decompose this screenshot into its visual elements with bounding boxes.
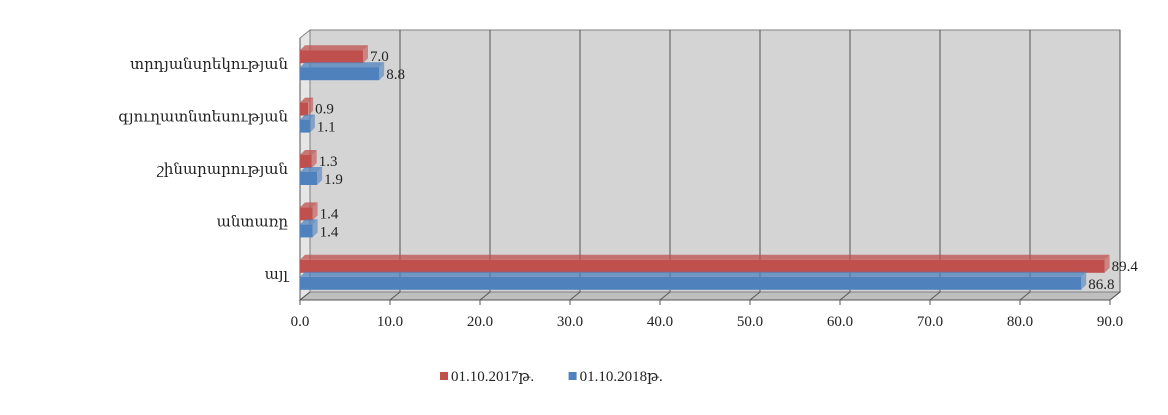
data-label-2017: 1.3 xyxy=(319,154,338,170)
legend-label-0: 01.10.2017թ. xyxy=(451,369,534,385)
bar-2018-top xyxy=(300,219,318,225)
bar-2017-top xyxy=(300,202,318,208)
bar-2017 xyxy=(300,259,1105,273)
bar-2018-top xyxy=(300,271,1087,277)
bar-2017 xyxy=(300,102,309,116)
x-tick-label: 20.0 xyxy=(467,314,493,330)
bar-2018-top xyxy=(300,114,315,120)
data-label-2018: 1.1 xyxy=(317,120,336,136)
bar-2017-top xyxy=(300,45,368,51)
bar-2018-end xyxy=(1081,271,1087,290)
legend-swatch-0 xyxy=(440,372,448,380)
gridline-floor xyxy=(1109,291,1121,301)
gridline-floor xyxy=(569,291,581,301)
bar-2017-end xyxy=(308,97,314,116)
category-label: անտառը xyxy=(217,214,289,230)
gridline-floor xyxy=(389,291,401,301)
plot-floor xyxy=(298,291,1122,301)
category-label: տրդյանսրեկության xyxy=(130,57,288,73)
bar-2018 xyxy=(300,224,313,238)
x-tick-label: 70.0 xyxy=(917,314,943,330)
bar-2017-end xyxy=(363,45,368,64)
bar-2018 xyxy=(300,172,318,185)
x-tick-label: 50.0 xyxy=(737,314,763,330)
bar-2017-top xyxy=(300,254,1110,260)
data-label-2018: 86.8 xyxy=(1088,277,1114,293)
bar-2017-end xyxy=(311,150,317,168)
x-tick-label: 30.0 xyxy=(557,314,583,330)
bar-2018-end xyxy=(379,62,385,81)
x-tick-label: 40.0 xyxy=(647,314,673,330)
gridline-floor xyxy=(929,291,941,301)
bar-2017-top xyxy=(300,97,314,103)
bar-2018 xyxy=(300,67,380,81)
bar-2017-top xyxy=(300,150,317,155)
gridline-floor xyxy=(749,291,761,301)
category-label: գյուղատնտեսության xyxy=(118,110,288,126)
x-tick-label: 0.0 xyxy=(291,314,310,330)
bar-2017-end xyxy=(312,202,318,221)
bar-2018-top xyxy=(300,167,323,172)
gridline-floor xyxy=(299,291,311,301)
legend-label-1: 01.10.2018թ. xyxy=(580,369,663,385)
gridline-floor xyxy=(479,291,491,301)
data-label-2018: 1.4 xyxy=(320,224,339,240)
data-label-2017: 0.9 xyxy=(315,102,334,118)
bar-2017 xyxy=(300,50,363,64)
x-tick-label: 90.0 xyxy=(1097,314,1123,330)
bar-2018-end xyxy=(309,114,315,133)
gridline-floor xyxy=(839,291,851,301)
bar-2017-end xyxy=(1104,254,1110,273)
data-label-2018: 8.8 xyxy=(386,67,405,83)
data-label-2018: 1.9 xyxy=(324,172,343,188)
bar-2017 xyxy=(300,155,312,168)
bar-2018 xyxy=(300,276,1082,290)
bar-2018-end xyxy=(312,219,318,238)
gridline-floor xyxy=(1019,291,1031,301)
bar-2018-end xyxy=(317,167,323,185)
bar-2018 xyxy=(300,119,310,133)
category-label: շինարարության xyxy=(156,162,288,178)
plot-back-wall xyxy=(309,29,1121,293)
bar-2017 xyxy=(300,207,313,221)
category-label: այլ xyxy=(265,267,290,283)
x-tick-label: 10.0 xyxy=(377,314,403,330)
data-label-2017: 7.0 xyxy=(370,49,389,65)
x-tick-label: 60.0 xyxy=(827,314,853,330)
x-tick-label: 80.0 xyxy=(1007,314,1033,330)
bar-2018-top xyxy=(300,62,385,68)
data-label-2017: 1.4 xyxy=(320,206,339,222)
gridline-floor xyxy=(659,291,671,301)
data-label-2017: 89.4 xyxy=(1112,259,1139,275)
legend-swatch-1 xyxy=(568,372,577,380)
